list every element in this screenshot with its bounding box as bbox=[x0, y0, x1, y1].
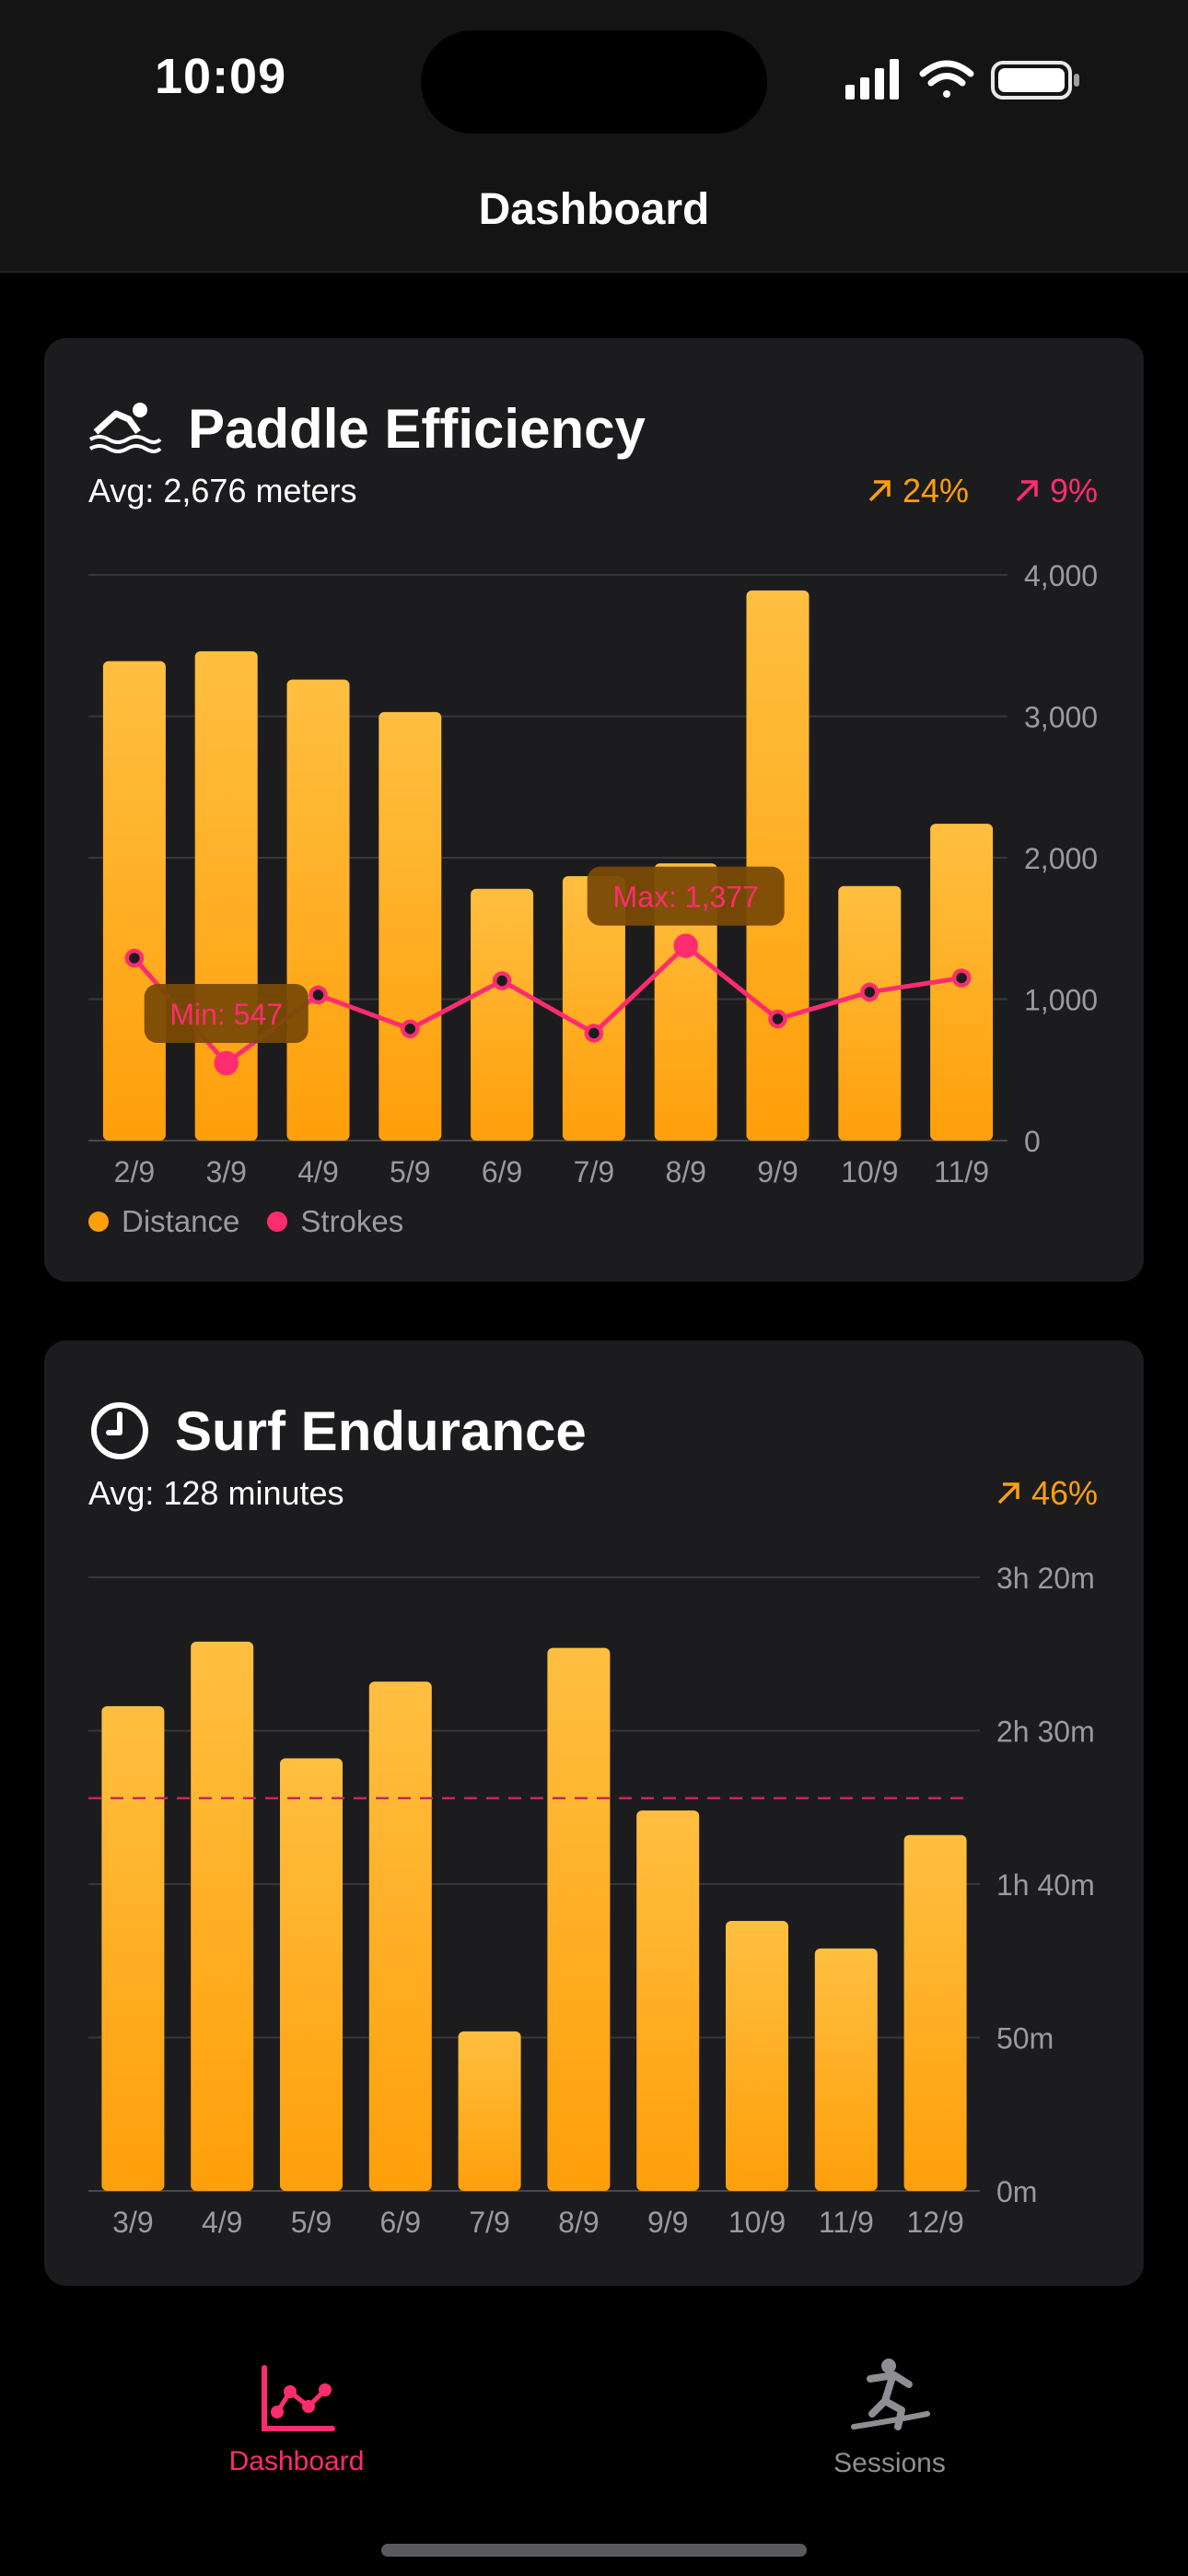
x-tick-label: 4/9 bbox=[297, 1155, 338, 1188]
signal-icon bbox=[845, 59, 899, 100]
y-tick-label: 2,000 bbox=[1024, 842, 1098, 875]
y-tick-label: 1h 40m bbox=[996, 1868, 1095, 1902]
bar bbox=[458, 2031, 521, 2191]
page-title: Dashboard bbox=[478, 185, 710, 234]
bar bbox=[726, 1920, 788, 2191]
x-tick-label: 6/9 bbox=[380, 2206, 421, 2239]
distance-trend: 24% bbox=[866, 472, 969, 510]
annotation-label: Max: 1,377 bbox=[613, 881, 759, 914]
y-tick-label: 3,000 bbox=[1024, 701, 1098, 734]
x-tick-label: 11/9 bbox=[819, 2206, 874, 2239]
card-title: Paddle Efficiency bbox=[188, 397, 646, 460]
y-tick-label: 3h 20m bbox=[996, 1562, 1095, 1595]
y-tick-label: 50m bbox=[996, 2022, 1054, 2055]
wifi-icon bbox=[919, 60, 974, 98]
clock-icon bbox=[91, 1402, 148, 1459]
strokes-trend: 9% bbox=[1013, 472, 1098, 510]
annotation-box bbox=[144, 984, 309, 1044]
surf-endurance-chart: 0m 50m 1h 40m 2h 30m 3h 20m 3/9 4/9 5/9 6/9 7/9 8/… bbox=[88, 1562, 1095, 2239]
x-tick-label: 5/9 bbox=[291, 2206, 332, 2239]
paddle-efficiency-card[interactable]: Paddle Efficiency Avg: 2,676 meters 24% … bbox=[44, 338, 1144, 1282]
paddle-efficiency-chart: 0 1,000 2,000 3,000 4,000 2/9 3/9 4/9 5/9 6/9 7/9 8… bbox=[88, 559, 1098, 1188]
arrow-up-right-icon bbox=[997, 1482, 1019, 1505]
status-icons bbox=[845, 57, 1085, 103]
bar bbox=[654, 863, 717, 1141]
bar bbox=[636, 1810, 700, 2191]
x-tick-label: 2/9 bbox=[114, 1155, 155, 1188]
legend-strokes: Strokes bbox=[267, 1204, 403, 1239]
x-tick-label: 7/9 bbox=[574, 1155, 614, 1188]
bar bbox=[547, 1647, 611, 2191]
tab-label: Dashboard bbox=[228, 2446, 365, 2476]
legend-distance: Distance bbox=[88, 1204, 239, 1239]
bar bbox=[562, 875, 625, 1141]
x-tick-label: 8/9 bbox=[665, 1155, 705, 1188]
dynamic-island bbox=[421, 30, 767, 134]
x-tick-label: 6/9 bbox=[482, 1155, 522, 1188]
strokes-point bbox=[860, 982, 879, 1002]
strokes-point bbox=[214, 1050, 239, 1076]
x-tick-label: 3/9 bbox=[112, 2206, 153, 2239]
card-title: Surf Endurance bbox=[175, 1399, 587, 1462]
strokes-point bbox=[309, 985, 328, 1005]
y-tick-label: 4,000 bbox=[1024, 559, 1098, 592]
bar bbox=[280, 1758, 343, 2191]
bar bbox=[191, 1641, 254, 2191]
strokes-point bbox=[124, 948, 145, 968]
bar bbox=[903, 1834, 967, 2191]
bar bbox=[368, 1681, 432, 2191]
x-tick-label: 10/9 bbox=[841, 1155, 898, 1188]
y-tick-label: 1,000 bbox=[1024, 984, 1098, 1017]
x-tick-label: 11/9 bbox=[934, 1155, 989, 1188]
surfer-icon bbox=[851, 2359, 930, 2430]
chart-legend: Distance Strokes bbox=[88, 1204, 431, 1239]
tab-dashboard[interactable]: Dashboard bbox=[158, 2303, 435, 2477]
tab-sessions[interactable]: Sessions bbox=[751, 2303, 1028, 2479]
bar bbox=[838, 885, 902, 1141]
bar bbox=[814, 1948, 878, 2191]
x-tick-label: 7/9 bbox=[469, 2206, 509, 2239]
arrow-up-right-icon bbox=[868, 480, 891, 502]
home-indicator bbox=[381, 2544, 807, 2557]
x-tick-label: 12/9 bbox=[906, 2206, 963, 2239]
bar bbox=[101, 1705, 165, 2191]
surf-endurance-card[interactable]: Surf Endurance Avg: 128 minutes 46% 0m 50… bbox=[44, 1341, 1144, 2286]
x-tick-label: 3/9 bbox=[205, 1155, 246, 1188]
bar bbox=[102, 661, 166, 1141]
annotation-box bbox=[587, 866, 785, 926]
bar bbox=[286, 679, 350, 1141]
average-label: Avg: 2,676 meters bbox=[88, 472, 357, 509]
swimming-icon bbox=[88, 403, 162, 453]
duration-trend: 46% bbox=[995, 1474, 1098, 1513]
battery-icon bbox=[991, 61, 1079, 100]
navigation-bar: Dashboard bbox=[0, 157, 1188, 273]
x-tick-label: 5/9 bbox=[390, 1155, 430, 1188]
average-label: Avg: 128 minutes bbox=[88, 1474, 344, 1512]
strokes-point bbox=[673, 933, 698, 958]
bar bbox=[746, 590, 809, 1141]
bar bbox=[379, 711, 442, 1141]
x-tick-label: 9/9 bbox=[647, 2206, 688, 2239]
y-tick-label: 2h 30m bbox=[996, 1715, 1095, 1749]
annotation-label: Min: 547 bbox=[169, 998, 283, 1031]
tab-label: Sessions bbox=[833, 2448, 946, 2478]
status-time: 10:09 bbox=[155, 49, 287, 104]
x-tick-label: 8/9 bbox=[558, 2206, 599, 2239]
y-tick-label: 0m bbox=[996, 2175, 1037, 2208]
arrow-up-right-icon bbox=[1016, 480, 1038, 502]
x-tick-label: 9/9 bbox=[757, 1155, 798, 1188]
line-chart-icon bbox=[262, 2365, 335, 2431]
strokes-point bbox=[492, 971, 512, 990]
strokes-point bbox=[768, 1009, 787, 1029]
strokes-point bbox=[584, 1024, 604, 1043]
status-bar: 10:09 bbox=[0, 0, 1188, 157]
strokes-point bbox=[951, 968, 972, 988]
x-tick-label: 10/9 bbox=[728, 2206, 786, 2239]
bar bbox=[471, 888, 534, 1141]
tab-bar: Dashboard Sessions bbox=[0, 2303, 1188, 2576]
x-tick-label: 4/9 bbox=[202, 2206, 242, 2239]
y-tick-label: 0 bbox=[1024, 1125, 1041, 1158]
strokes-point bbox=[401, 1019, 420, 1038]
